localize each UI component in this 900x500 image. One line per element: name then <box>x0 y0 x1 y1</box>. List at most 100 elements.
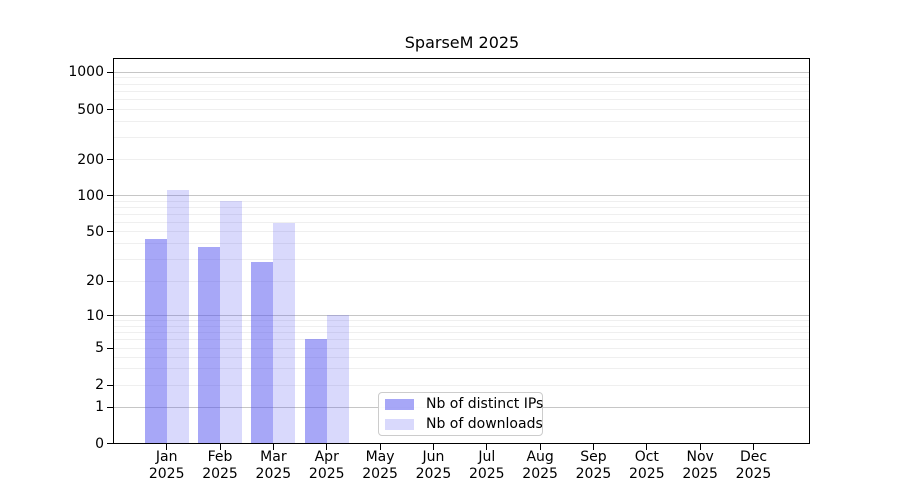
x-tick-year: 2025 <box>255 466 292 482</box>
y-tick-label: 2 <box>95 377 104 393</box>
gridline-minor <box>114 221 809 223</box>
bar-downloads <box>273 223 296 443</box>
gridline-minor <box>114 356 809 358</box>
bar-distinct-ips <box>144 239 167 443</box>
x-tick <box>646 443 648 450</box>
chart-title: SparseM 2025 <box>404 33 520 52</box>
x-tick-month: May <box>365 449 395 465</box>
bar-downloads <box>326 315 349 443</box>
x-tick <box>539 443 541 450</box>
x-tick <box>486 443 488 450</box>
x-tick-label: Jun 2025 <box>401 449 465 483</box>
x-tick-year: 2025 <box>148 466 185 482</box>
legend: Nb of distinct IPs Nb of downloads <box>378 392 543 436</box>
gridline-major <box>114 195 809 196</box>
x-tick-month: Dec <box>739 449 768 465</box>
gridline-minor <box>114 99 809 101</box>
plot-area <box>113 58 810 444</box>
gridline-minor <box>114 109 809 110</box>
x-tick-year: 2025 <box>362 466 398 482</box>
x-tick-label: Apr 2025 <box>295 449 359 483</box>
y-tick-label: 0 <box>95 435 104 452</box>
gridline-minor <box>114 368 809 370</box>
gridline-minor <box>114 90 809 92</box>
x-tick <box>326 443 328 450</box>
bar-downloads <box>220 201 243 443</box>
gridline-minor <box>114 231 809 233</box>
gridline-minor <box>114 339 809 341</box>
x-tick-label: Aug 2025 <box>508 449 572 483</box>
x-tick <box>166 443 168 450</box>
x-tick-label: Dec 2025 <box>721 449 785 483</box>
x-tick-month: Sep <box>580 449 607 465</box>
x-tick-label: Oct 2025 <box>615 449 679 483</box>
x-tick-month: Apr <box>314 449 339 465</box>
x-tick <box>752 443 754 450</box>
gridline-minor <box>114 136 809 138</box>
x-tick-label: Mar 2025 <box>241 449 305 483</box>
x-tick <box>219 443 221 450</box>
bar-distinct-ips <box>251 262 274 443</box>
y-tick <box>107 280 113 282</box>
legend-label-downloads: Nb of downloads <box>426 416 543 432</box>
x-tick-year: 2025 <box>628 466 665 482</box>
legend-swatch-downloads <box>385 418 414 430</box>
gridline-minor <box>114 206 809 208</box>
gridline-minor <box>114 213 809 215</box>
x-tick-month: Aug <box>526 449 554 465</box>
gridline-minor <box>114 243 809 245</box>
gridline-major <box>114 315 809 317</box>
x-tick-label: Jan 2025 <box>135 449 199 483</box>
y-tick-label: 5 <box>95 340 104 357</box>
gridline-minor <box>114 347 809 349</box>
gridline-minor <box>114 384 809 386</box>
gridline-minor <box>114 200 809 202</box>
y-tick <box>107 195 113 196</box>
y-tick <box>107 71 113 73</box>
gridline-minor <box>114 280 809 282</box>
x-tick-year: 2025 <box>202 466 238 482</box>
bar-downloads <box>166 190 189 443</box>
y-tick-label: 200 <box>77 151 104 168</box>
y-tick <box>107 443 113 444</box>
gridline-minor <box>114 331 809 333</box>
legend-item-distinct-ips: Nb of distinct IPs <box>385 397 543 411</box>
x-tick-month: Nov <box>686 449 714 465</box>
x-tick <box>592 443 594 450</box>
gridline-minor <box>114 159 809 160</box>
gridline-minor <box>114 83 809 85</box>
x-tick-month: Jul <box>478 449 496 465</box>
y-tick <box>107 159 113 160</box>
x-tick-year: 2025 <box>682 466 718 482</box>
x-tick <box>272 443 274 450</box>
y-tick <box>107 315 113 317</box>
x-tick-label: Feb 2025 <box>188 449 252 483</box>
gridline-minor <box>114 77 809 79</box>
gridline-minor <box>114 258 809 260</box>
bar-distinct-ips <box>304 339 327 443</box>
x-tick-month: Feb <box>207 449 233 465</box>
y-tick <box>107 231 113 233</box>
y-tick <box>107 109 113 110</box>
y-tick-label: 1 <box>95 399 104 415</box>
gridline-minor <box>114 320 809 322</box>
y-tick-label: 1000 <box>68 64 104 80</box>
y-tick-label: 10 <box>86 307 104 324</box>
x-tick-year: 2025 <box>735 466 772 482</box>
x-tick-month: Jun <box>422 449 445 465</box>
legend-swatch-distinct-ips <box>385 398 414 410</box>
legend-label-distinct-ips: Nb of distinct IPs <box>426 396 544 412</box>
y-tick-label: 50 <box>86 223 104 240</box>
bar-distinct-ips <box>198 247 221 443</box>
x-tick <box>432 443 434 450</box>
x-tick-label: Sep 2025 <box>561 449 625 483</box>
x-tick-year: 2025 <box>415 466 452 482</box>
y-tick-label: 100 <box>77 187 104 204</box>
x-tick-month: Jan <box>155 449 178 465</box>
x-tick-year: 2025 <box>308 466 345 482</box>
y-tick <box>107 384 113 386</box>
gridline-minor <box>114 121 809 123</box>
x-tick-month: Mar <box>260 449 287 465</box>
x-tick-year: 2025 <box>575 466 612 482</box>
